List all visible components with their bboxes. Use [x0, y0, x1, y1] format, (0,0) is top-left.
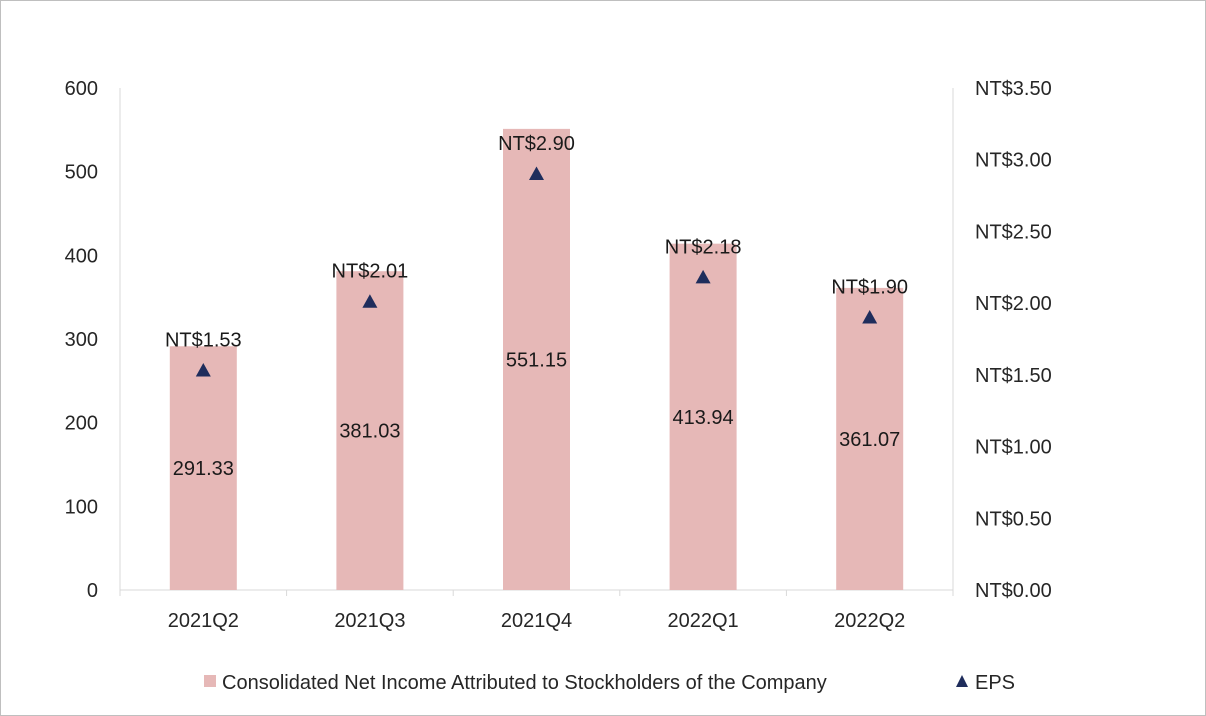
y-right-tick-label: NT$1.50	[975, 365, 1052, 387]
net-income-bar-label: 381.03	[339, 421, 400, 443]
x-tick-label: 2021Q3	[334, 610, 405, 632]
legend-swatch-eps	[956, 675, 968, 687]
x-tick-label: 2021Q4	[501, 610, 572, 632]
eps-point	[862, 309, 878, 324]
net-income-bar-label: 361.07	[839, 429, 900, 451]
net-income-bar	[669, 243, 737, 590]
bars-layer	[169, 128, 904, 591]
y-left-tick-label: 600	[65, 78, 98, 100]
eps-point-label: NT$2.90	[498, 133, 575, 155]
eps-point-label: NT$1.53	[165, 330, 242, 352]
y-left-tick-label: 100	[65, 496, 98, 518]
legend-label-eps: EPS	[975, 672, 1015, 694]
x-tick-label: 2022Q2	[834, 610, 905, 632]
y-right-tick-label: NT$2.50	[975, 221, 1052, 243]
net-income-bar	[336, 271, 404, 590]
eps-point-label: NT$2.18	[665, 236, 742, 258]
y-right-tick-label: NT$0.00	[975, 580, 1052, 602]
y-right-tick-label: NT$3.00	[975, 150, 1052, 172]
y-right-tick-label: NT$3.50	[975, 78, 1052, 100]
legend-swatch-net-income	[204, 675, 216, 687]
x-tick-label: 2022Q1	[668, 610, 739, 632]
eps-point	[195, 363, 211, 377]
net-income-bar-label: 551.15	[506, 349, 567, 371]
x-tick-label: 2021Q2	[168, 610, 239, 632]
y-left-tick-label: 200	[65, 413, 98, 435]
eps-point	[695, 269, 711, 284]
net-income-bar-label: 413.94	[673, 407, 734, 429]
eps-point	[362, 294, 378, 308]
y-right-tick-label: NT$1.00	[975, 437, 1052, 459]
legend-label-net-income: Consolidated Net Income Attributed to St…	[222, 672, 827, 694]
net-income-bar	[503, 128, 570, 591]
eps-points-layer	[195, 166, 878, 377]
data-labels-layer: 291.33 381.03 551.15 413.94 361.07 NT$1.53 NT$…	[165, 133, 908, 480]
eps-point	[529, 166, 544, 181]
y-left-tick-label: 500	[65, 162, 98, 184]
net-income-bar	[169, 346, 237, 590]
y-left-tick-label: 400	[65, 245, 98, 267]
net-income-bar	[836, 287, 904, 590]
eps-point-label: NT$1.90	[831, 276, 908, 298]
net-income-bar-label: 291.33	[173, 458, 234, 480]
y-left-tick-label: 0	[87, 580, 98, 602]
axes-layer: 0 100 200 300 400 500 600 NT$0.00 NT$0.50 NT$1.00…	[65, 78, 1052, 632]
eps-point-label: NT$2.01	[332, 261, 409, 283]
y-right-tick-label: NT$2.00	[975, 293, 1052, 315]
legend: Consolidated Net Income Attributed to St…	[204, 672, 1015, 694]
y-left-tick-label: 300	[65, 329, 98, 351]
y-right-tick-label: NT$0.50	[975, 508, 1052, 530]
